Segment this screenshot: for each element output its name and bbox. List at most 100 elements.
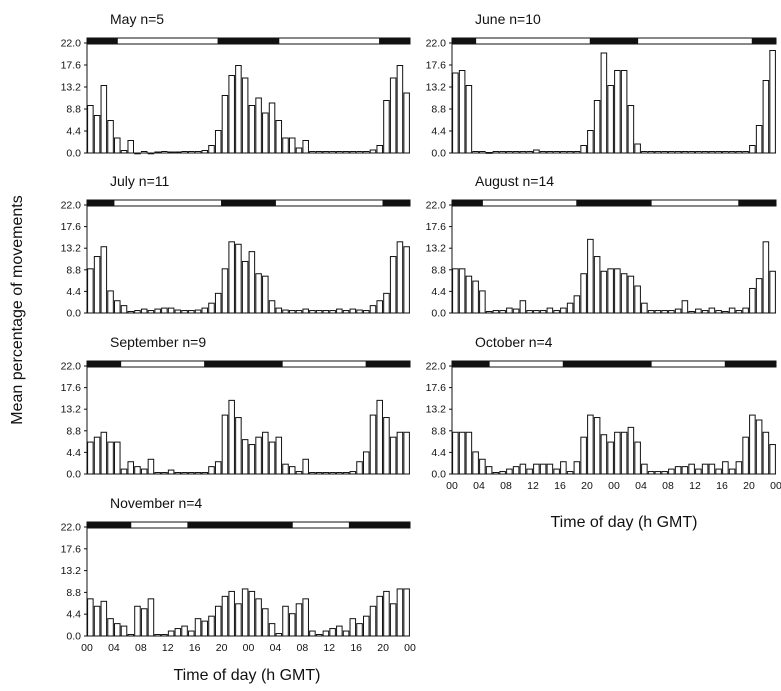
bar — [342, 630, 350, 637]
bar — [167, 469, 175, 475]
bar — [194, 618, 202, 637]
bar — [362, 151, 370, 154]
bar — [342, 310, 350, 314]
y-tick-label: 4.4 — [66, 286, 81, 298]
bar — [715, 468, 722, 475]
x-tick-label: 12 — [689, 480, 701, 492]
bar — [715, 310, 722, 314]
bar — [275, 633, 283, 637]
bar — [93, 605, 101, 637]
bar — [769, 270, 776, 314]
bar — [654, 471, 662, 475]
bar — [188, 630, 195, 637]
bar — [362, 451, 370, 475]
bar — [154, 634, 161, 637]
y-tick-label: 13.2 — [61, 565, 82, 577]
bar — [255, 97, 262, 154]
bar — [769, 50, 776, 154]
bar — [221, 595, 229, 637]
bar — [607, 268, 614, 314]
bar — [742, 151, 749, 154]
y-tick-label: 22.0 — [426, 361, 447, 373]
light-period-bar — [475, 37, 591, 45]
bar — [329, 628, 336, 637]
dark-period-bar — [221, 199, 276, 207]
bar — [100, 246, 108, 314]
bar — [288, 310, 296, 314]
bar — [309, 630, 316, 637]
bar — [389, 436, 397, 475]
bar — [114, 137, 121, 154]
bar — [87, 105, 94, 154]
y-tick-label: 13.2 — [426, 404, 447, 416]
bar — [248, 105, 256, 154]
bar — [282, 137, 289, 154]
bar — [369, 414, 377, 475]
x-tick-label: 08 — [296, 642, 308, 654]
bar — [248, 590, 256, 637]
bar — [728, 151, 736, 154]
bar — [140, 308, 148, 314]
bar — [349, 308, 357, 314]
bar — [506, 468, 513, 475]
bar — [214, 130, 222, 154]
x-tick-label: 16 — [350, 642, 362, 654]
bar — [329, 151, 336, 154]
bar — [147, 458, 155, 475]
bar — [161, 307, 168, 314]
x-tick-label: 20 — [743, 480, 755, 492]
bar — [255, 436, 262, 475]
y-tick-label: 22.0 — [426, 200, 447, 212]
bar — [600, 52, 608, 154]
bar — [708, 151, 716, 154]
x-axis-label-left: Time of day (h GMT) — [174, 667, 321, 684]
bar — [634, 441, 641, 475]
y-tick-label: 13.2 — [61, 243, 82, 255]
bar — [107, 441, 114, 475]
y-tick-label: 17.6 — [426, 60, 447, 72]
bar — [127, 140, 135, 154]
bar — [600, 270, 608, 314]
bar — [295, 603, 303, 637]
bar — [174, 151, 182, 154]
y-tick-label: 8.8 — [66, 425, 81, 437]
bar — [762, 241, 770, 314]
bar — [728, 468, 736, 475]
bar — [668, 468, 675, 475]
bar — [107, 120, 114, 154]
bar — [479, 151, 486, 154]
bar — [688, 463, 695, 475]
bar — [499, 151, 506, 154]
y-tick-label: 8.8 — [66, 264, 81, 276]
bar — [208, 145, 215, 154]
bar — [383, 417, 390, 475]
bar — [140, 151, 148, 154]
bar — [573, 295, 581, 314]
bar — [735, 310, 743, 314]
bar — [268, 623, 276, 637]
light-period-bar — [113, 199, 223, 207]
x-tick-label: 12 — [323, 642, 335, 654]
bar — [722, 461, 729, 475]
bar — [600, 434, 608, 475]
x-tick-label: 04 — [270, 642, 282, 654]
dark-period-bar — [187, 521, 293, 529]
bar — [396, 65, 404, 154]
bar — [742, 436, 749, 475]
bar — [566, 471, 574, 475]
y-tick-label: 0.0 — [431, 148, 446, 160]
bar — [526, 310, 533, 314]
bar — [533, 149, 540, 154]
bar — [174, 472, 182, 475]
bar — [587, 130, 594, 154]
bar — [161, 634, 168, 637]
bar — [262, 275, 269, 314]
dark-period-bar — [562, 360, 652, 368]
bar — [228, 590, 235, 637]
x-tick-label: 04 — [108, 642, 120, 654]
bar — [154, 472, 161, 475]
bar — [566, 151, 574, 154]
bar — [383, 590, 390, 637]
dark-period-bar — [751, 37, 777, 45]
y-tick-label: 13.2 — [61, 404, 82, 416]
